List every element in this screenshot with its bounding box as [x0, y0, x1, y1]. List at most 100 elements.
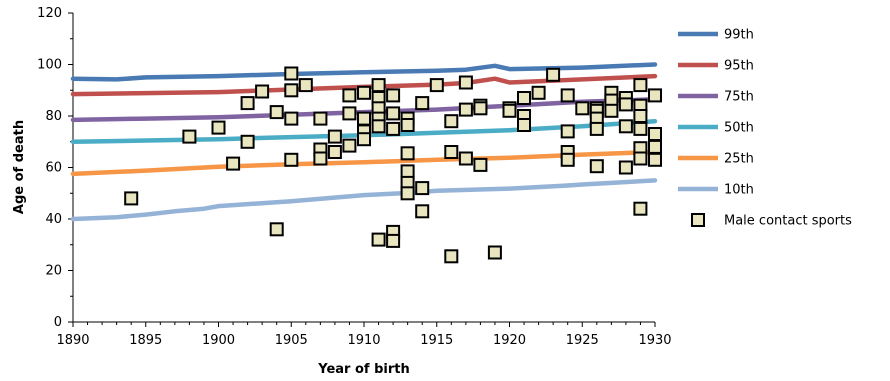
- scatter-point: [546, 67, 561, 82]
- scatter-point: [444, 145, 459, 159]
- scatter-point: [371, 119, 386, 134]
- scatter-point: [560, 124, 575, 139]
- scatter-point: [429, 78, 444, 93]
- x-tick-label: 1890: [56, 333, 89, 348]
- scatter-point: [633, 78, 648, 93]
- scatter-point: [342, 88, 357, 103]
- scatter-point: [633, 121, 648, 136]
- scatter-point: [357, 132, 371, 147]
- scatter-point: [240, 134, 255, 149]
- scatter-point: [648, 139, 662, 154]
- scatter-point: [327, 145, 342, 159]
- scatter-point: [633, 151, 648, 166]
- scatter-point: [269, 105, 284, 120]
- legend: 99th 95th 75th 50th 25th 10th Male contact spo…: [678, 28, 852, 229]
- scatter-point: [633, 109, 648, 123]
- scatter-point: [415, 181, 430, 196]
- y-tick-label: 0: [54, 315, 62, 330]
- series-line-25th: [70, 149, 658, 177]
- scatter-point: [342, 106, 357, 121]
- scatter-point: [400, 186, 415, 201]
- scatter-point: [648, 127, 662, 141]
- x-tick-label: 1930: [638, 333, 671, 348]
- scatter-point: [560, 152, 575, 167]
- scatter-point: [342, 138, 357, 153]
- y-tick-label: 20: [45, 264, 62, 279]
- scatter-point: [487, 245, 502, 260]
- scatter-point: [284, 66, 299, 81]
- x-tick-label: 1915: [420, 333, 453, 348]
- scatter-point: [327, 129, 342, 144]
- scatter-point: [648, 88, 662, 103]
- scatter-point: [182, 129, 197, 144]
- scatter-point: [473, 157, 488, 172]
- series-line-10th: [70, 178, 658, 222]
- scatter-point: [400, 118, 415, 132]
- x-axis-title: Year of birth: [317, 362, 410, 377]
- scatter-point: [255, 84, 270, 99]
- scatter-point: [560, 88, 575, 103]
- x-tick-label: 1925: [566, 333, 599, 348]
- scatter-point: [386, 233, 401, 248]
- scatter-point: [371, 232, 386, 247]
- scatter-point: [284, 152, 299, 167]
- y-tick-label: 80: [45, 109, 62, 124]
- scatter-point: [458, 75, 473, 90]
- scatter-points: [124, 66, 662, 264]
- scatter-point: [371, 78, 386, 93]
- scatter-point: [444, 114, 459, 129]
- scatter-point: [124, 191, 139, 206]
- scatter-point: [458, 151, 473, 166]
- scatter-point: [531, 85, 546, 100]
- y-axis-title: Age of death: [12, 120, 27, 214]
- scatter-point: [298, 78, 313, 93]
- scatter-point: [458, 102, 473, 117]
- scatter-point: [618, 97, 633, 112]
- y-tick-label: 40: [45, 212, 62, 227]
- axes: 0 20 40 60 80 100 120 1890 1895 1900 1905 1910 1915 1…: [37, 6, 671, 348]
- scatter-point: [386, 88, 401, 103]
- y-tick-label: 60: [45, 161, 62, 176]
- x-tick-label: 1905: [275, 333, 308, 348]
- scatter-point: [386, 121, 401, 136]
- scatter-point: [517, 91, 531, 105]
- scatter-point: [400, 164, 415, 179]
- legend-label-male-contact-sports: Male contact sports: [724, 214, 852, 229]
- scatter-point: [502, 103, 517, 118]
- legend-label-99th: 99th: [724, 28, 754, 43]
- scatter-point: [473, 101, 488, 116]
- legend-label-50th: 50th: [724, 121, 754, 136]
- legend-label-10th: 10th: [724, 183, 754, 198]
- scatter-point: [575, 101, 590, 116]
- y-tick-label: 100: [37, 58, 62, 73]
- scatter-point: [357, 85, 371, 100]
- scatter-point: [357, 111, 371, 126]
- scatter-point: [226, 156, 241, 171]
- scatter-point: [386, 106, 401, 121]
- scatter-point: [415, 96, 430, 111]
- scatter-point: [618, 119, 633, 134]
- scatter-point: [313, 111, 328, 126]
- scatter-point: [240, 96, 255, 111]
- scatter-point: [313, 151, 328, 166]
- series-line-99th: [70, 62, 658, 82]
- legend-swatch-male-contact-sports: [691, 213, 705, 227]
- scatter-point: [269, 222, 284, 237]
- x-tick-label: 1910: [347, 333, 380, 348]
- x-tick-label: 1900: [202, 333, 235, 348]
- scatter-point: [284, 83, 299, 98]
- x-tick-label: 1895: [129, 333, 162, 348]
- x-tick-label: 1920: [493, 333, 526, 348]
- scatter-point: [211, 120, 226, 135]
- legend-label-25th: 25th: [724, 152, 754, 167]
- scatter-point: [415, 204, 430, 219]
- y-tick-label: 120: [37, 6, 62, 21]
- scatter-point: [284, 111, 299, 126]
- scatter-point: [444, 249, 459, 264]
- legend-label-75th: 75th: [724, 90, 754, 105]
- scatter-point: [517, 118, 531, 132]
- scatter-point: [648, 152, 662, 167]
- legend-label-95th: 95th: [724, 59, 754, 74]
